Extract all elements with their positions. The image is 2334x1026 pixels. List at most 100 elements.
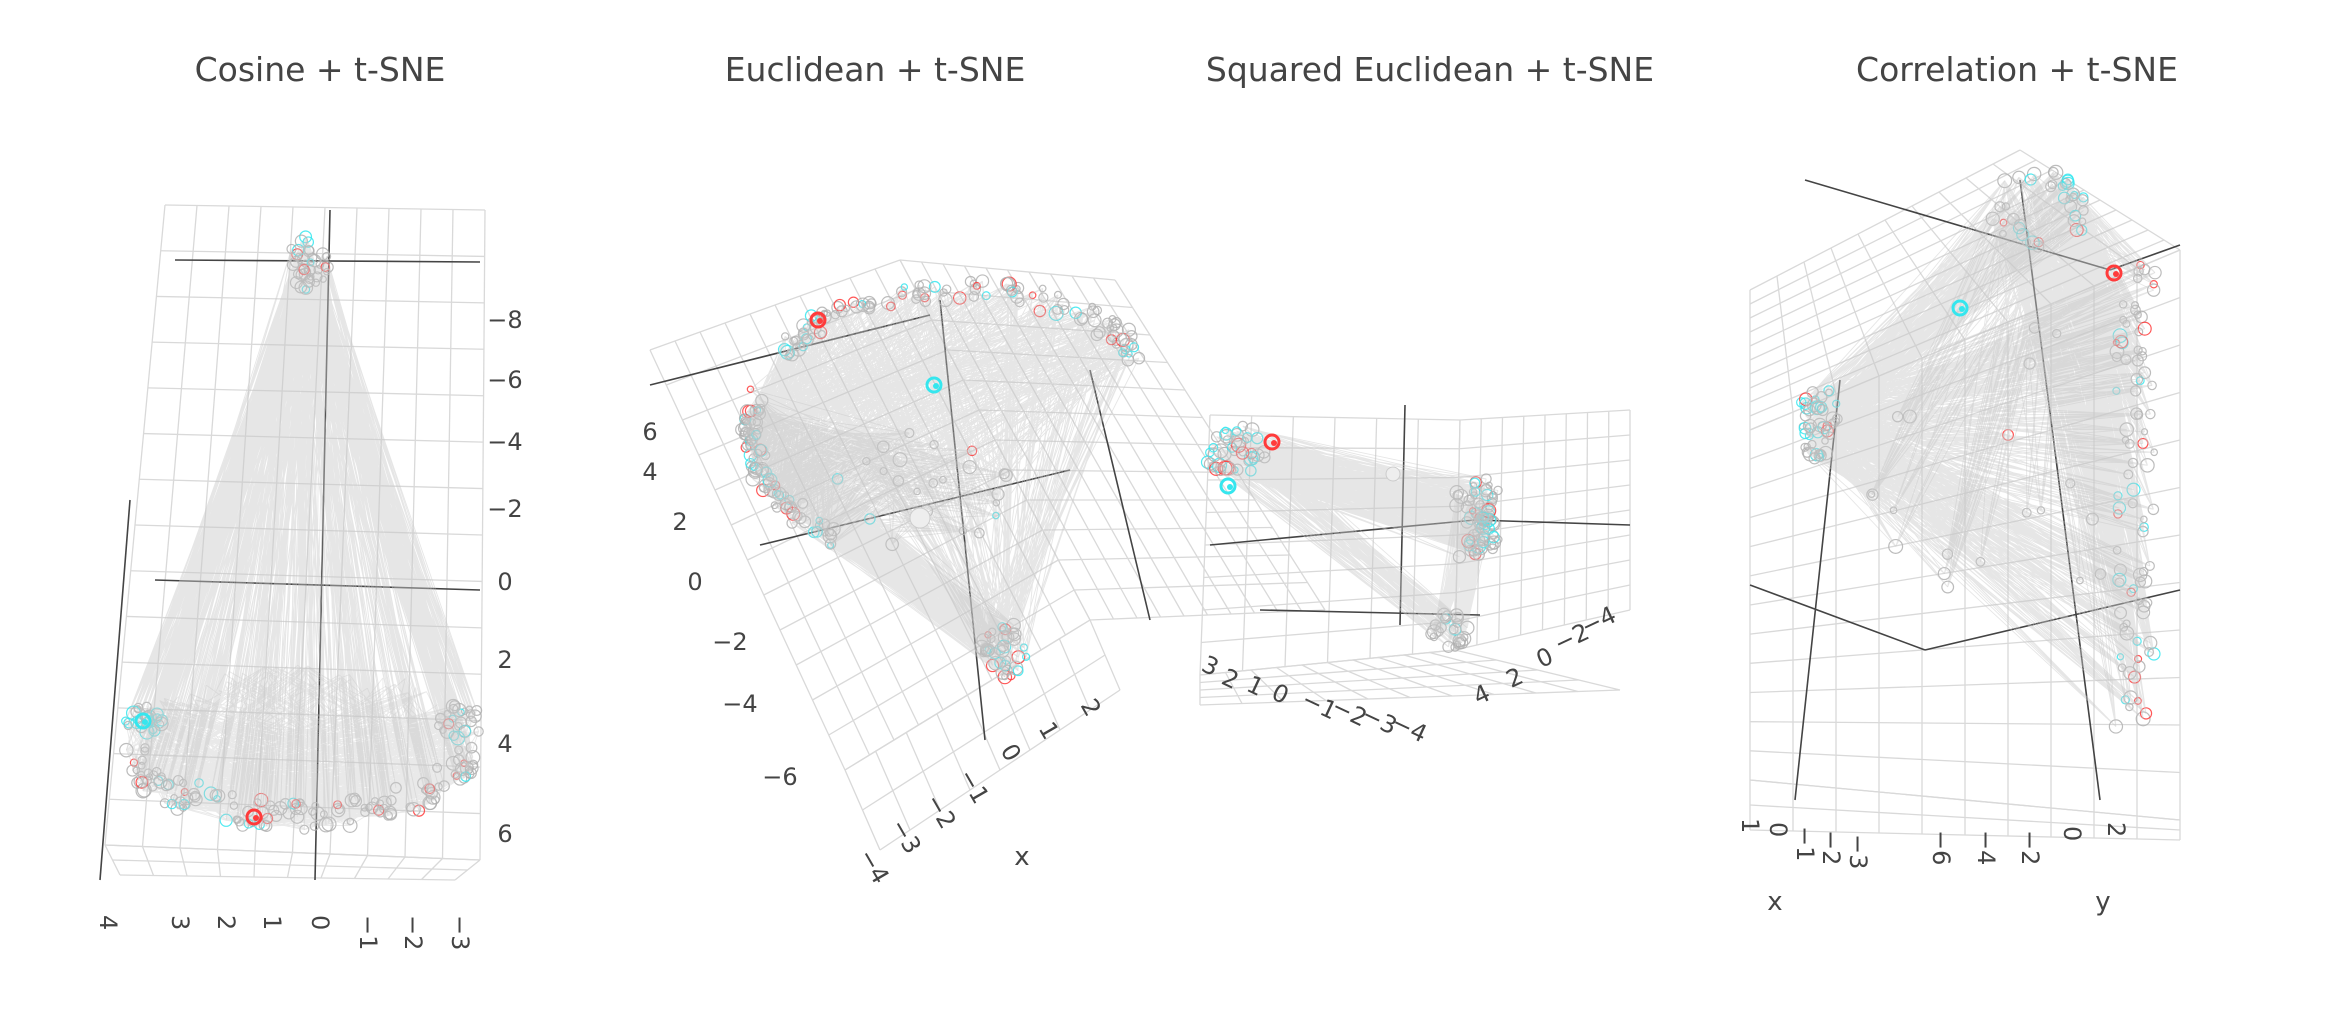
- data-point: [1487, 543, 1498, 555]
- axis-line: [314, 209, 331, 881]
- data-point: [1090, 328, 1104, 342]
- data-point: [749, 461, 764, 475]
- data-point: [1028, 291, 1037, 300]
- highlight-point-core: [142, 719, 148, 725]
- chart-title: Squared Euclidean + t-SNE: [1205, 50, 1655, 89]
- data-point: [1998, 229, 2007, 238]
- data-point: [160, 779, 173, 792]
- data-point: [2145, 408, 2156, 420]
- tick-label: −2: [1817, 830, 1845, 865]
- data-point: [1245, 464, 1257, 477]
- data-point: [1817, 421, 1827, 431]
- tick-label: −4: [487, 428, 522, 456]
- data-point: [2021, 237, 2031, 247]
- data-point: [434, 712, 446, 724]
- axis-line: [1794, 379, 1841, 801]
- data-point: [987, 627, 997, 637]
- data-point: [2013, 218, 2027, 232]
- data-point: [445, 755, 461, 771]
- data-point: [2129, 385, 2142, 397]
- grid-line: [1749, 829, 2181, 841]
- data-point: [373, 804, 385, 816]
- data-point: [443, 718, 455, 730]
- data-point: [1494, 535, 1503, 544]
- data-point: [2138, 566, 2149, 577]
- data-point: [2126, 587, 2136, 598]
- scene-correlation[interactable]: 1 0 −1−2 −3 −6 −4 −2 0 2x y: [1700, 0, 2334, 1026]
- grid-line: [1749, 189, 2085, 347]
- highlight-point: [2105, 264, 2123, 282]
- data-point: [1807, 439, 1817, 449]
- data-point: [2078, 205, 2089, 216]
- data-point: [997, 629, 1013, 645]
- scene-cosine[interactable]: −8 −6 −4 −2 0 2 4 6 4 3 2 1 0 −1 −2 −3: [0, 0, 640, 1026]
- grid-line: [160, 250, 485, 258]
- axis-line: [1399, 404, 1406, 626]
- data-point: [1488, 491, 1498, 501]
- data-point: [885, 537, 899, 552]
- highlight-point-core: [1959, 306, 1965, 312]
- data-point: [755, 403, 766, 414]
- data-point: [952, 291, 967, 305]
- data-point: [140, 746, 150, 756]
- data-point: [1038, 292, 1049, 303]
- grid-line: [979, 409, 1203, 419]
- data-point: [1821, 437, 1829, 445]
- grid-line: [1074, 581, 1308, 591]
- data-point: [1481, 513, 1497, 528]
- data-point: [303, 264, 316, 277]
- data-point: [909, 507, 931, 529]
- grid-line: [1199, 659, 1497, 684]
- data-point: [172, 774, 184, 786]
- grid-line: [747, 439, 996, 561]
- data-point: [928, 478, 939, 488]
- data-point: [1053, 290, 1062, 299]
- data-point: [2116, 653, 2125, 661]
- data-point: [2136, 351, 2148, 362]
- data-point: [911, 294, 921, 304]
- data-point: [194, 778, 204, 788]
- data-point: [203, 786, 219, 801]
- data-point: [1086, 305, 1100, 319]
- data-point: [159, 798, 170, 809]
- data-point: [998, 468, 1010, 480]
- grid-line: [1199, 669, 1538, 691]
- data-point: [1011, 281, 1025, 295]
- tick-label: 0: [687, 568, 702, 596]
- data-point: [1093, 326, 1106, 339]
- data-point: [785, 348, 799, 362]
- data-point: [2146, 283, 2161, 297]
- data-point: [1472, 548, 1485, 561]
- data-point: [180, 791, 194, 806]
- tick-label: −3: [885, 814, 927, 859]
- data-point: [786, 506, 801, 521]
- data-point: [364, 803, 373, 812]
- data-point: [141, 701, 152, 712]
- data-point: [780, 332, 790, 341]
- data-point: [792, 511, 803, 522]
- grid-line: [1749, 721, 2181, 726]
- tick-label: −4: [853, 844, 895, 889]
- data-point: [1132, 351, 1146, 365]
- data-point: [1006, 286, 1018, 298]
- data-point: [448, 730, 460, 742]
- data-point: [892, 475, 905, 487]
- data-point: [831, 473, 844, 485]
- data-point: [1011, 650, 1026, 665]
- data-point: [1467, 544, 1481, 557]
- axis-line: [1924, 589, 2181, 651]
- data-point: [286, 258, 300, 272]
- data-point: [452, 702, 467, 718]
- tick-label: −1: [354, 915, 382, 950]
- grid-line: [1089, 609, 1326, 621]
- data-point: [2135, 711, 2151, 727]
- grid-line: [1459, 434, 1631, 450]
- data-point: [1478, 530, 1491, 542]
- data-point: [2143, 635, 2158, 651]
- data-point: [289, 802, 302, 816]
- data-point: [465, 709, 476, 719]
- data-point: [2138, 263, 2151, 276]
- data-point: [229, 801, 239, 810]
